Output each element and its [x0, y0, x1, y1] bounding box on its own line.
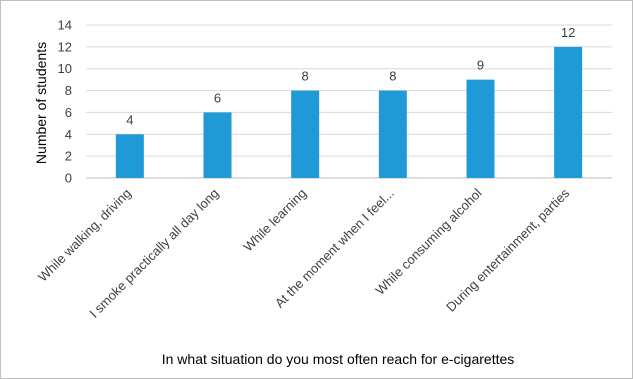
gridlines: [86, 24, 612, 179]
data-label: 4: [126, 112, 133, 127]
data-label: 12: [561, 25, 575, 40]
y-tick-labels: 0 2 4 6 8 10 12 14: [58, 18, 72, 186]
y-tick-label: 8: [65, 83, 72, 98]
y-axis-title: Number of students: [33, 42, 49, 164]
y-tick-label: 4: [65, 127, 72, 142]
data-label: 9: [477, 58, 484, 73]
y-tick-label: 14: [58, 18, 72, 33]
bar: [291, 90, 320, 178]
category-label: While walking, driving: [35, 186, 134, 285]
y-tick-label: 2: [65, 149, 72, 164]
y-tick-label: 0: [65, 171, 72, 186]
data-labels: 4 6 8 8 9 12: [126, 25, 575, 127]
bar: [378, 90, 407, 178]
data-label: 8: [389, 69, 396, 84]
bar: [115, 134, 144, 178]
bar: [554, 46, 583, 178]
data-label: 8: [302, 69, 309, 84]
x-axis-title: In what situation do you most often reac…: [162, 351, 515, 367]
y-tick-label: 10: [58, 61, 72, 76]
y-tick-label: 6: [65, 105, 72, 120]
bar: [466, 79, 495, 178]
bar: [203, 112, 232, 178]
y-tick-label: 12: [58, 39, 72, 54]
bars: [115, 46, 583, 178]
data-label: 6: [214, 90, 221, 105]
category-label: While learning: [240, 186, 309, 255]
